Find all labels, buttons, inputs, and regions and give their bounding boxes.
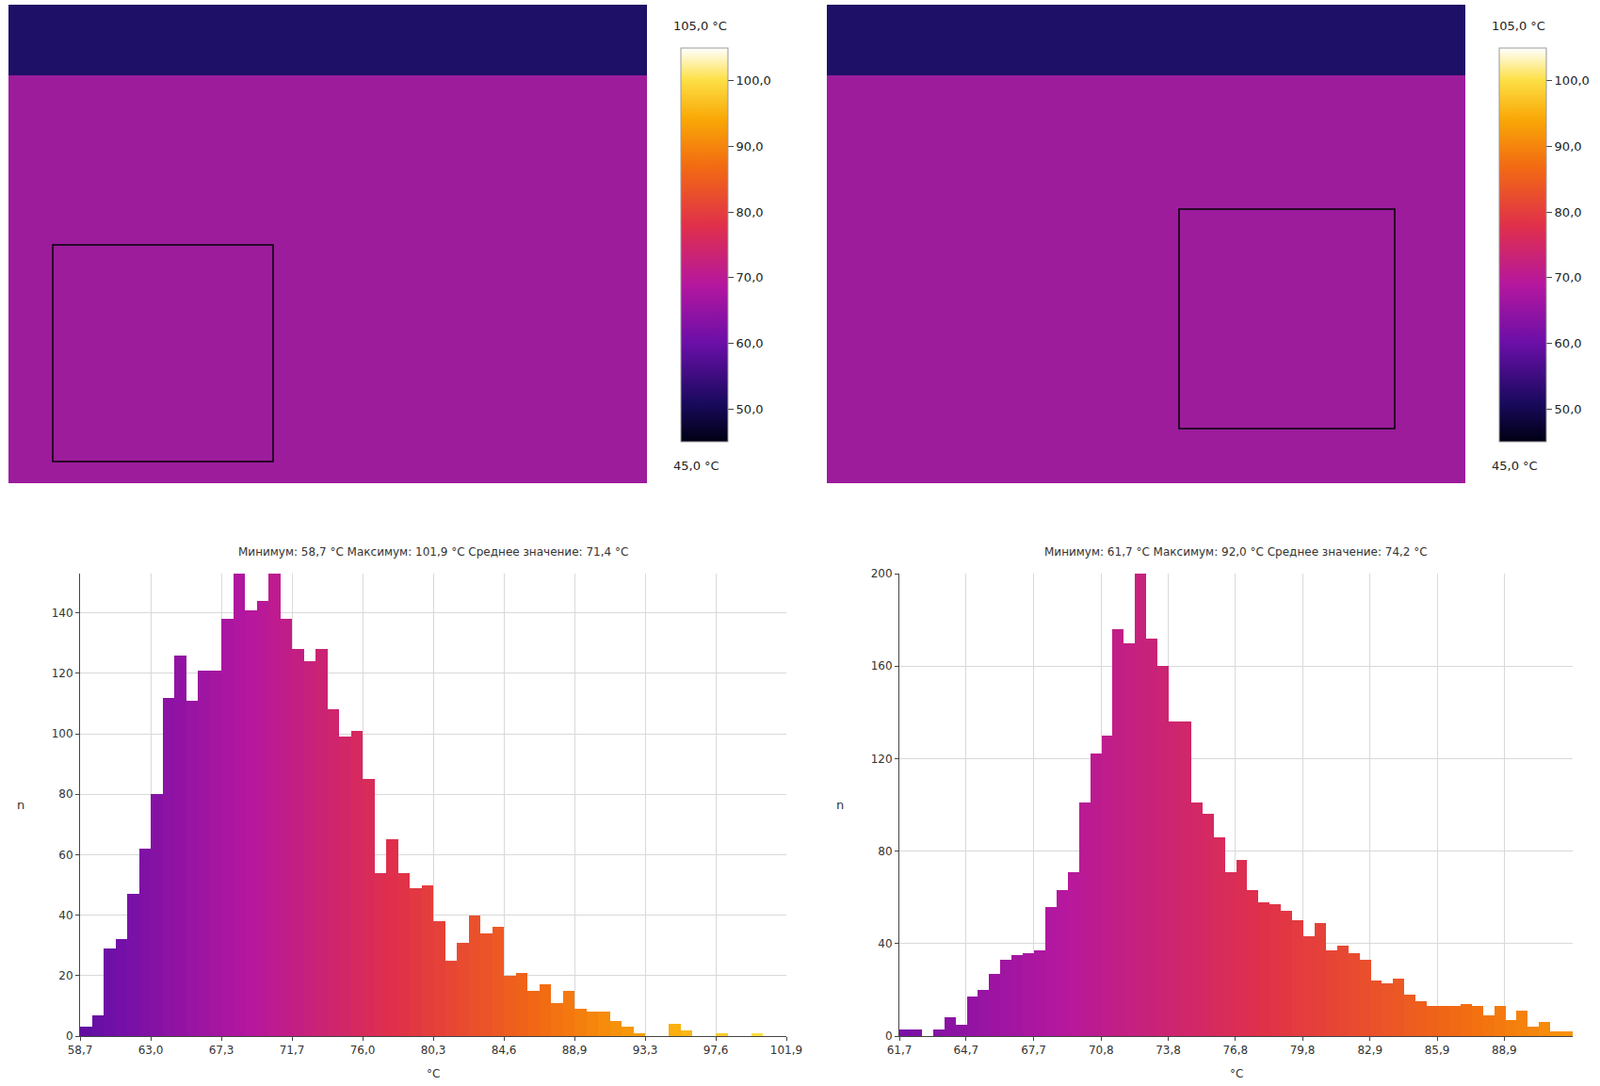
svg-text:80,0: 80,0: [1554, 205, 1583, 220]
svg-text:64,7: 64,7: [953, 1043, 979, 1057]
svg-text:n: n: [16, 797, 25, 812]
svg-text:85,9: 85,9: [1424, 1043, 1451, 1057]
svg-text:76,8: 76,8: [1222, 1043, 1248, 1057]
svg-text:80: 80: [58, 787, 73, 801]
svg-text:84,6: 84,6: [491, 1043, 518, 1057]
svg-text:45,0 °C: 45,0 °C: [1491, 458, 1538, 473]
svg-text:n: n: [836, 797, 844, 812]
svg-text:40: 40: [877, 937, 892, 951]
svg-text:20: 20: [58, 969, 73, 983]
svg-text:140: 140: [51, 606, 74, 620]
svg-text:76,0: 76,0: [350, 1043, 376, 1057]
svg-text:79,8: 79,8: [1290, 1043, 1316, 1057]
svg-text:60,0: 60,0: [736, 336, 764, 351]
svg-text:80: 80: [877, 844, 892, 858]
svg-text:120: 120: [871, 752, 893, 766]
svg-text:45,0 °C: 45,0 °C: [673, 458, 720, 473]
svg-text:100: 100: [51, 727, 74, 741]
svg-text:71,7: 71,7: [279, 1043, 306, 1057]
svg-text:Минимум: 61,7 °C Максимум: 92,: Минимум: 61,7 °C Максимум: 92,0 °C Средн…: [1044, 545, 1428, 559]
svg-text:60: 60: [58, 848, 73, 862]
svg-text:60,0: 60,0: [1554, 336, 1583, 351]
svg-text:70,0: 70,0: [736, 270, 764, 285]
svg-text:50,0: 50,0: [736, 402, 764, 417]
svg-text:80,0: 80,0: [736, 205, 764, 220]
svg-text:90,0: 90,0: [736, 139, 764, 154]
svg-text:105,0 °C: 105,0 °C: [1491, 18, 1546, 33]
svg-text:93,3: 93,3: [632, 1043, 659, 1057]
svg-text:70,8: 70,8: [1088, 1043, 1115, 1057]
svg-text:0: 0: [65, 1029, 74, 1043]
svg-text:200: 200: [871, 566, 893, 581]
svg-text:101,9: 101,9: [770, 1043, 803, 1057]
svg-text:°C: °C: [426, 1066, 440, 1081]
svg-text:67,7: 67,7: [1020, 1043, 1047, 1057]
svg-text:Минимум: 58,7 °C Максимум: 101: Минимум: 58,7 °C Максимум: 101,9 °C Сред…: [238, 545, 629, 559]
svg-text:58,7: 58,7: [67, 1043, 94, 1057]
svg-text:105,0 °C: 105,0 °C: [673, 18, 728, 33]
svg-text:63,0: 63,0: [138, 1043, 164, 1057]
svg-text:120: 120: [51, 666, 74, 680]
svg-text:82,9: 82,9: [1357, 1043, 1383, 1057]
svg-text:67,3: 67,3: [209, 1043, 235, 1057]
svg-text:61,7: 61,7: [887, 1043, 913, 1057]
svg-text:160: 160: [871, 659, 893, 673]
svg-text:88,9: 88,9: [1491, 1043, 1518, 1057]
svg-text:70,0: 70,0: [1554, 270, 1583, 285]
svg-text:100,0: 100,0: [1554, 73, 1590, 88]
svg-text:°C: °C: [1229, 1066, 1244, 1081]
svg-text:90,0: 90,0: [1554, 139, 1583, 154]
svg-text:97,6: 97,6: [703, 1043, 729, 1057]
svg-text:0: 0: [885, 1029, 893, 1043]
svg-text:100,0: 100,0: [736, 73, 772, 88]
svg-text:73,8: 73,8: [1155, 1043, 1181, 1057]
svg-text:40: 40: [58, 908, 73, 922]
svg-text:88,9: 88,9: [562, 1043, 588, 1057]
svg-text:80,3: 80,3: [420, 1043, 447, 1057]
svg-text:50,0: 50,0: [1554, 402, 1583, 417]
